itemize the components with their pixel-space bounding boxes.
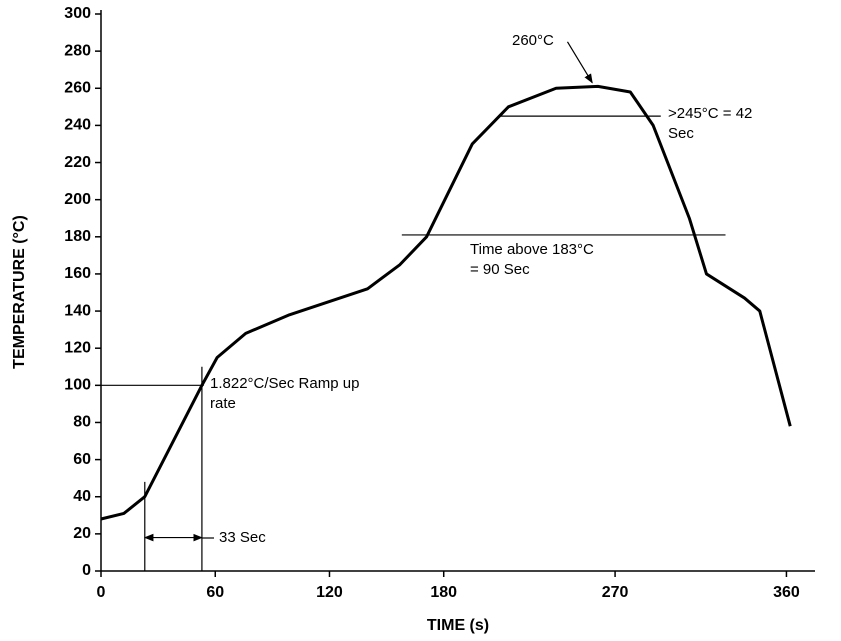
- y-tick-label: 120: [64, 339, 91, 356]
- x-tick-label: 0: [97, 584, 106, 601]
- x-tick-label: 180: [430, 584, 457, 601]
- y-tick-label: 100: [64, 377, 91, 394]
- y-tick-label: 180: [64, 228, 91, 245]
- y-tick-label: 160: [64, 265, 91, 282]
- annotation: Time above 183°C = 90 Sec: [470, 241, 594, 278]
- y-tick-label: 260: [64, 79, 91, 96]
- y-axis-title: TEMPERATURE (°C): [11, 215, 28, 369]
- y-tick-label: 280: [64, 42, 91, 59]
- y-tick-label: 80: [73, 414, 91, 431]
- y-tick-label: 220: [64, 154, 91, 171]
- annotation: 1.822°C/Sec Ramp up rate: [210, 375, 360, 412]
- x-tick-label: 60: [206, 584, 224, 601]
- y-tick-label: 0: [82, 562, 91, 579]
- temperature-curve: [100, 84, 792, 521]
- x-tick-label: 270: [602, 584, 629, 601]
- x-axis-title: TIME (s): [427, 617, 489, 634]
- annotation: >245°C = 42 Sec: [668, 105, 753, 142]
- y-tick-label: 140: [64, 302, 91, 319]
- annotation: 33 Sec: [219, 529, 266, 546]
- y-tick-label: 60: [73, 451, 91, 468]
- x-tick-label: 120: [316, 584, 343, 601]
- y-tick-label: 200: [64, 191, 91, 208]
- y-tick-label: 20: [73, 525, 91, 542]
- y-tick-label: 240: [64, 117, 91, 134]
- x-tick-label: 360: [773, 584, 800, 601]
- annotation: 260°C: [512, 32, 554, 49]
- y-tick-label: 40: [73, 488, 91, 505]
- annotation-line: [566, 41, 593, 84]
- y-tick-label: 300: [64, 5, 91, 22]
